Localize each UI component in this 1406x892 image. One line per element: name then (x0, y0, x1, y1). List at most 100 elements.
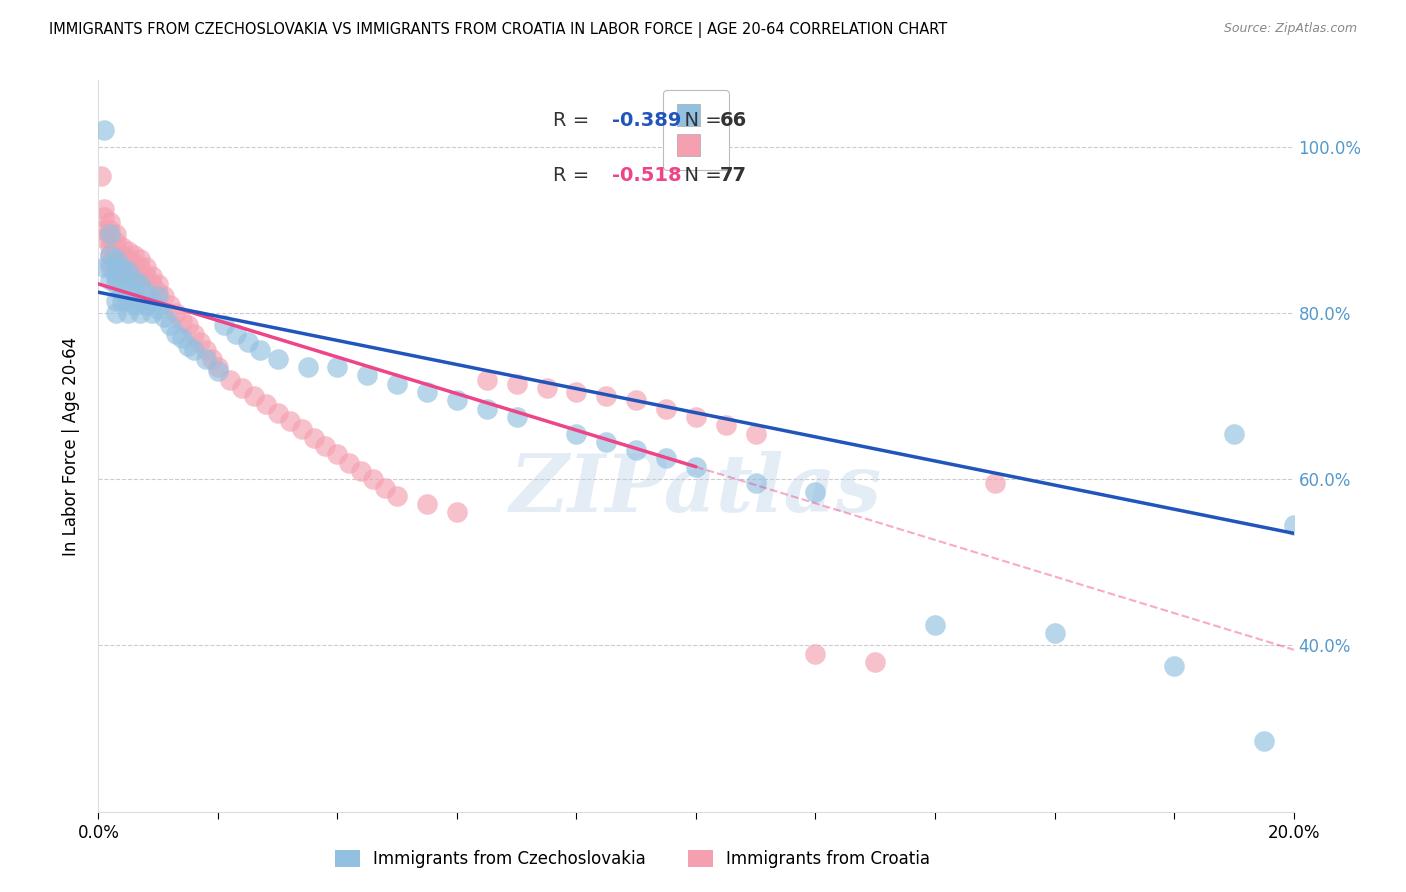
Point (1223, 426, 1246, 441)
Point (117, 306, 139, 320)
Point (1163, 659, 1185, 673)
Point (416, 384, 439, 399)
Point (93, 211, 115, 225)
Text: IMMIGRANTS FROM CZECHOSLOVAKIA VS IMMIGRANTS FROM CROATIA IN LABOR FORCE | AGE 2: IMMIGRANTS FROM CZECHOSLOVAKIA VS IMMIGR… (49, 22, 948, 38)
Point (356, 368, 378, 383)
Point (129, 293, 152, 308)
Point (984, 476, 1007, 491)
Point (141, 306, 163, 320)
Point (148, 301, 170, 316)
Point (924, 617, 946, 632)
Point (655, 451, 678, 466)
Point (159, 318, 181, 333)
Point (98, 231, 122, 245)
Point (685, 409, 707, 424)
Point (267, 351, 290, 366)
Legend: , : , (662, 90, 730, 169)
Point (236, 335, 259, 350)
Point (129, 252, 152, 266)
Point (212, 318, 235, 333)
Point (165, 326, 187, 341)
Point (626, 393, 648, 408)
Point (98, 214, 122, 228)
Point (506, 376, 529, 391)
Point (105, 268, 128, 283)
Point (172, 314, 194, 328)
Point (105, 306, 128, 320)
Point (129, 277, 152, 291)
Point (159, 298, 181, 312)
Point (90, 169, 112, 183)
Point (124, 256, 146, 270)
Point (249, 343, 271, 358)
Point (124, 273, 146, 287)
Point (165, 306, 187, 320)
Point (105, 252, 128, 266)
Point (98, 227, 122, 241)
Text: ZIPatlas: ZIPatlas (510, 451, 882, 529)
Text: R =: R = (553, 111, 595, 130)
Point (1282, 518, 1305, 533)
Point (111, 239, 134, 253)
Text: -0.389: -0.389 (613, 111, 682, 130)
Point (93, 223, 115, 237)
Text: Source: ZipAtlas.com: Source: ZipAtlas.com (1223, 22, 1357, 36)
Point (506, 409, 529, 424)
Point (326, 359, 349, 374)
Point (124, 298, 146, 312)
Point (745, 426, 768, 441)
Point (111, 248, 134, 262)
Point (1253, 734, 1275, 748)
Text: -0.518: -0.518 (613, 166, 682, 185)
Point (207, 359, 229, 374)
Point (93, 260, 115, 275)
Point (105, 227, 128, 241)
Legend: Immigrants from Czechoslovakia, Immigrants from Croatia: Immigrants from Czechoslovakia, Immigran… (329, 843, 936, 875)
Point (111, 256, 134, 270)
Text: R =: R = (553, 166, 595, 185)
Point (105, 260, 128, 275)
Text: N =: N = (672, 111, 728, 130)
Point (446, 506, 468, 520)
Point (135, 260, 157, 275)
Point (124, 264, 146, 278)
Point (183, 343, 205, 358)
Point (1043, 626, 1066, 640)
Point (111, 260, 134, 275)
Point (804, 484, 827, 499)
Point (297, 359, 319, 374)
Point (105, 235, 128, 250)
Point (98, 273, 122, 287)
Point (655, 401, 678, 416)
Point (135, 285, 157, 300)
Point (129, 268, 152, 283)
Point (141, 293, 163, 308)
Point (148, 285, 170, 300)
Point (177, 339, 200, 353)
Point (148, 289, 170, 303)
Point (148, 277, 170, 291)
Point (153, 310, 176, 325)
Point (135, 298, 157, 312)
Point (183, 326, 205, 341)
Point (225, 326, 247, 341)
Text: 66: 66 (720, 111, 747, 130)
Point (595, 389, 617, 403)
Point (93, 123, 115, 137)
Point (385, 376, 409, 391)
Point (117, 264, 139, 278)
Point (374, 481, 396, 495)
Point (135, 268, 157, 283)
Point (105, 277, 128, 291)
Point (98, 256, 122, 270)
Point (124, 248, 146, 262)
Point (188, 335, 211, 350)
Point (105, 244, 128, 258)
Point (416, 497, 439, 511)
Point (536, 381, 558, 395)
Point (172, 331, 194, 345)
Point (98, 248, 122, 262)
Point (291, 422, 314, 436)
Point (93, 202, 115, 216)
Point (117, 281, 139, 295)
